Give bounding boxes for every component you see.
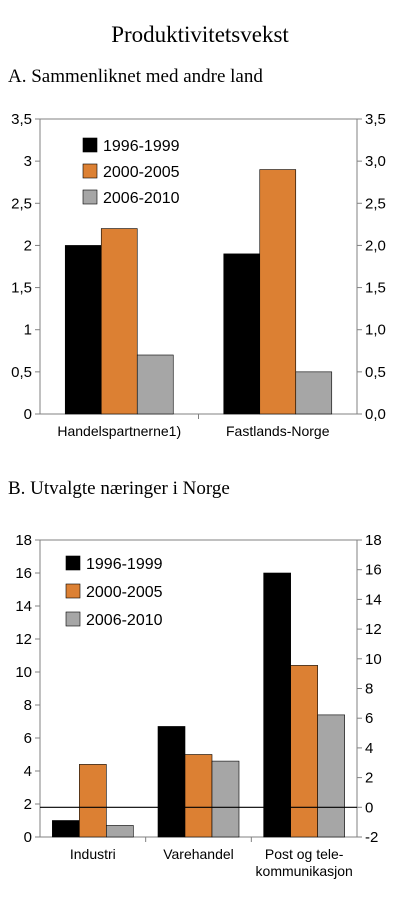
- chart-b-category-label: Industri: [70, 846, 116, 862]
- chart-b-right-tick-label: 6: [365, 710, 373, 727]
- page-title: Produktivitetsvekst: [111, 22, 289, 47]
- chart-a-left-tick-label: 1,5: [11, 280, 32, 297]
- chart-b-right-tick-label: 12: [365, 621, 382, 638]
- chart-a-bar-1-2: [223, 253, 261, 415]
- chart-a-left-tick-label: 1: [24, 322, 32, 339]
- chart-a-right-tick-label: 0,5: [365, 364, 386, 381]
- chart-b-bar-2-1: [79, 764, 107, 838]
- chart-b-category-label: Varehandel: [163, 846, 234, 862]
- chart-b-left-tick-label: 18: [15, 532, 32, 549]
- chart-a-legend-swatch: [82, 163, 98, 179]
- chart-a-bar-3-2: [295, 371, 333, 415]
- chart-a-left-tick-label: 3: [24, 153, 32, 170]
- chart-a-bar-3-1: [136, 354, 174, 415]
- chart-b-right-tick-label: 0: [365, 799, 373, 816]
- chart-b-legend-label: 2006-2010: [86, 612, 163, 629]
- chart-b-left-tick-label: 6: [24, 730, 32, 747]
- chart-a-bar-1-1: [64, 245, 102, 415]
- chart-a-right-tick-label: 1,0: [365, 322, 386, 339]
- chart-b-left-tick-label: 10: [15, 664, 32, 681]
- chart-b-left-tick-label: 12: [15, 631, 32, 648]
- chart-b-category-label: kommunikasjon: [256, 863, 353, 879]
- chart-b-left-tick-label: 2: [24, 796, 32, 813]
- chart-b-right-tick-label: -2: [365, 829, 378, 846]
- chart-b-bar-2-2: [184, 754, 213, 838]
- chart-b-right-tick-label: 4: [365, 740, 373, 757]
- chart-b-left-tick-label: 14: [15, 598, 32, 615]
- chart-b-legend-swatch: [65, 583, 81, 599]
- chart-a-right-tick-label: 0,0: [365, 406, 386, 423]
- chart-a-left-tick-label: 0: [24, 406, 32, 423]
- chart-b-right-tick-label: 14: [365, 591, 382, 608]
- chart-b-left-tick-label: 8: [24, 697, 32, 714]
- chart-a-bar-2-2: [259, 169, 297, 415]
- chart-b-left-tick-label: 4: [24, 763, 32, 780]
- chart-a-legend-swatch: [82, 137, 98, 153]
- chart-a-legend-label: 2006-2010: [103, 190, 180, 207]
- chart-a-right-tick-label: 2,0: [365, 237, 386, 254]
- chart-b-bar-3-3: [317, 714, 345, 838]
- chart-b-bar-1-2: [157, 726, 186, 838]
- chart-a-category-label: Handelspartnerne1): [57, 423, 181, 439]
- chart-a-title: A. Sammenliknet med andre land: [8, 66, 263, 87]
- chart-a-right-tick-label: 1,5: [365, 280, 386, 297]
- chart-b-bar-2-3: [290, 665, 318, 838]
- chart-a-legend-swatch: [82, 189, 98, 205]
- chart-b-legend-label: 1996-1999: [86, 556, 163, 573]
- chart-b-legend-label: 2000-2005: [86, 584, 163, 601]
- chart-b-right-tick-label: 10: [365, 651, 382, 668]
- chart-a-bar-2-1: [100, 228, 138, 415]
- chart-b-legend-swatch: [65, 611, 81, 627]
- chart-a-left-tick-label: 2: [24, 237, 32, 254]
- chart-b-bar-3-2: [211, 760, 240, 838]
- chart-a-right-tick-label: 3,5: [365, 111, 386, 128]
- chart-b-title: B. Utvalgte næringer i Norge: [8, 478, 230, 499]
- chart-b-left-tick-label: 0: [24, 829, 32, 846]
- chart-a: 0 0,5 1 1,5 2 2,5 3 3,5 0,0 0,5 1,0 1,5 2,0 2,5 3,0 3,5…: [11, 111, 386, 439]
- chart-b-legend-swatch: [65, 555, 81, 571]
- chart-b-right-tick-label: 2: [365, 770, 373, 787]
- chart-b-bar-1-3: [263, 572, 291, 838]
- chart-a-left-tick-label: 3,5: [11, 111, 32, 128]
- chart-a-legend-label: 1996-1999: [103, 138, 180, 155]
- chart-b-bar-3-1: [106, 825, 134, 838]
- chart-a-right-tick-label: 2,5: [365, 195, 386, 212]
- chart-b: 0 2 4 6 8 10 12 14 16 18 -2 0 2 4 6 8 10 12 14 16 18 Industri…: [15, 532, 382, 879]
- chart-a-category-label: Fastlands-Norge: [226, 423, 330, 439]
- chart-b-category-label: Post og tele-: [265, 846, 344, 862]
- chart-b-left-tick-label: 16: [15, 565, 32, 582]
- chart-b-bar-1-1: [52, 820, 80, 838]
- chart-a-legend-label: 2000-2005: [103, 164, 180, 181]
- chart-b-right-tick-label: 16: [365, 562, 382, 579]
- chart-a-left-tick-label: 0,5: [11, 364, 32, 381]
- chart-a-left-tick-label: 2,5: [11, 195, 32, 212]
- chart-a-right-tick-label: 3,0: [365, 153, 386, 170]
- chart-b-right-tick-label: 18: [365, 532, 382, 549]
- chart-b-right-tick-label: 8: [365, 681, 373, 698]
